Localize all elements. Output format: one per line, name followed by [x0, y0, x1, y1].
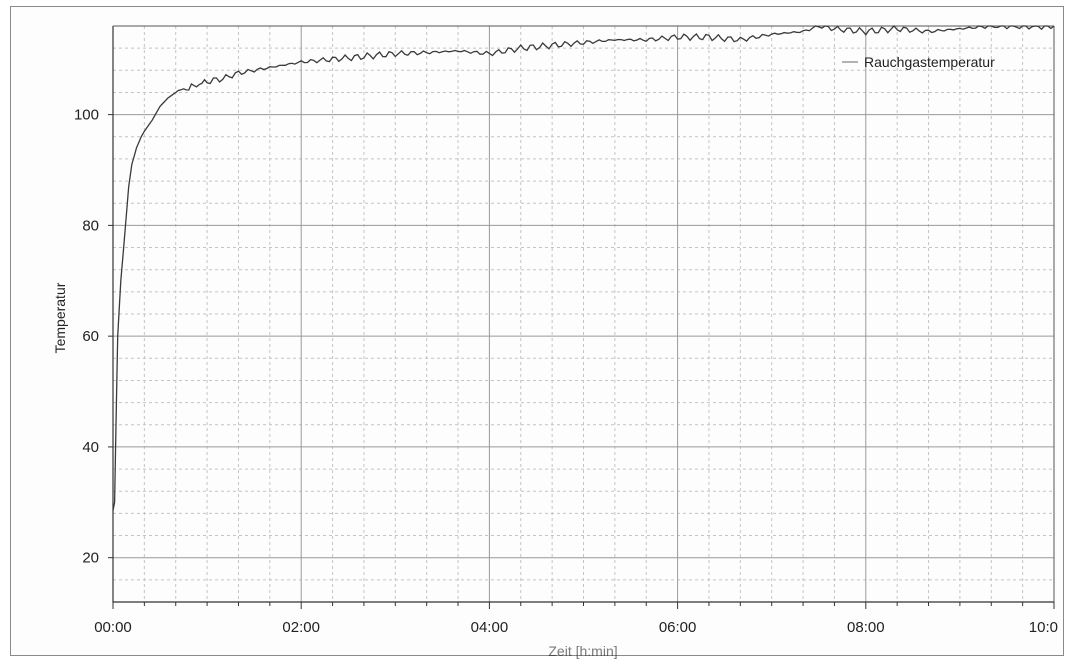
y-tick-label: 80: [82, 217, 99, 234]
x-tick-label: 00:00: [94, 619, 132, 636]
minor-gridlines: [113, 25, 1054, 602]
y-tick-label: 40: [82, 439, 99, 456]
legend: Rauchgastemperatur: [842, 54, 995, 70]
series-line-rauchgastemperatur: [112, 25, 1055, 511]
y-tick-labels: 20 40 60 80 100: [74, 107, 99, 567]
legend-label: Rauchgastemperatur: [864, 54, 995, 70]
x-tick-labels: 00:00 02:00 04:00 06:00 08:00 10:0: [94, 619, 1058, 636]
y-tick-label: 60: [82, 328, 99, 345]
x-tick-label: 08:00: [847, 619, 885, 636]
x-tick-label: 04:00: [471, 619, 509, 636]
x-axis-title: Zeit [h:min]: [548, 643, 617, 659]
x-tick-label: 02:00: [282, 619, 320, 636]
y-tick-label: 100: [74, 107, 99, 124]
x-tick-label: 06:00: [659, 619, 697, 636]
y-axis-title: Temperatur: [52, 282, 68, 353]
axes: [108, 25, 1055, 609]
y-tick-label: 20: [82, 550, 99, 567]
x-tick-label: 10:0: [1029, 619, 1058, 636]
